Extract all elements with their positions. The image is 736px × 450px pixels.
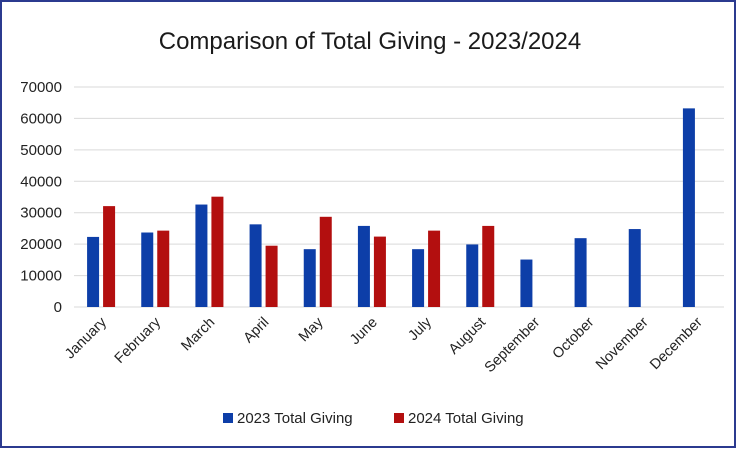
bar — [319, 216, 332, 307]
y-tick-label: 40000 — [20, 173, 62, 190]
x-tick-label: February — [112, 314, 165, 367]
legend-swatch — [223, 413, 233, 423]
x-tick-label: September — [482, 314, 544, 376]
bar — [265, 245, 278, 307]
bar — [520, 259, 533, 307]
y-tick-label: 20000 — [20, 236, 62, 253]
legend-swatch — [394, 413, 404, 423]
bar — [303, 249, 316, 307]
legend-label: 2023 Total Giving — [237, 410, 353, 427]
x-tick-label: July — [405, 314, 435, 344]
x-tick-label: April — [241, 315, 273, 347]
bar — [412, 249, 425, 307]
legend-label: 2024 Total Giving — [408, 410, 524, 427]
bar — [466, 244, 479, 307]
y-tick-label: 70000 — [20, 79, 62, 96]
x-tick-label: December — [647, 314, 706, 373]
bar — [428, 230, 441, 307]
bar — [195, 204, 208, 307]
bar — [482, 225, 495, 307]
bar — [87, 236, 100, 307]
chart-title: Comparison of Total Giving - 2023/2024 — [158, 28, 582, 55]
bar — [682, 108, 695, 307]
bar — [357, 225, 370, 307]
y-tick-label: 0 — [54, 299, 62, 316]
x-tick-label: January — [62, 314, 110, 362]
bar — [373, 236, 386, 307]
x-tick-label: March — [178, 315, 218, 355]
bar — [628, 229, 641, 307]
y-tick-label: 60000 — [20, 110, 62, 127]
bar — [249, 224, 262, 307]
y-tick-label: 30000 — [20, 205, 62, 222]
x-tick-label: August — [446, 315, 489, 358]
x-tick-label: October — [550, 314, 598, 362]
x-tick-label: May — [296, 314, 327, 345]
bar — [157, 230, 170, 307]
x-tick-label: November — [593, 314, 652, 373]
bar — [211, 196, 224, 307]
x-tick-label: June — [347, 315, 381, 349]
bar — [103, 206, 116, 307]
bar — [574, 238, 587, 307]
y-tick-label: 10000 — [20, 268, 62, 285]
bar — [141, 232, 154, 307]
y-tick-label: 50000 — [20, 142, 62, 159]
